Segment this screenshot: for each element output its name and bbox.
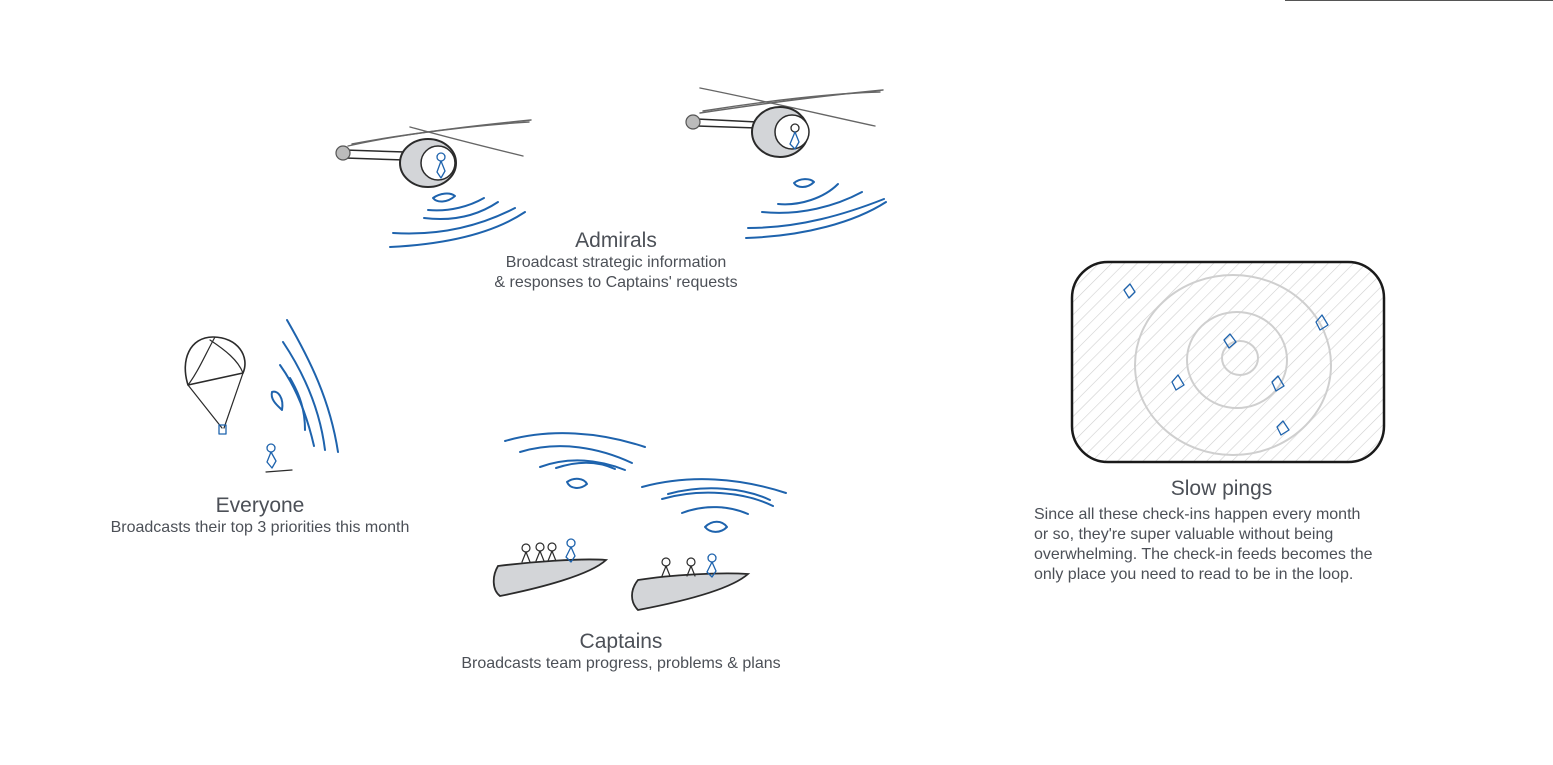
signal-waves-icon (504, 432, 646, 489)
radar-icon (1070, 260, 1386, 464)
boat-icon (631, 553, 751, 611)
slow-pings-description: Since all these check-ins happen every m… (1034, 505, 1424, 585)
admirals-title: Admirals (575, 229, 657, 252)
signal-waves-icon (745, 178, 887, 239)
person-icon (265, 443, 293, 473)
everyone-label-group: Everyone Broadcasts their top 3 prioriti… (90, 494, 430, 538)
admirals-description-line-1: Broadcast strategic information (505, 254, 727, 271)
admirals-label-group: Admirals Broadcast strategic information… (475, 229, 757, 293)
slow-pings-line-1: Since all these check-ins happen every m… (1034, 506, 1361, 523)
signal-waves-icon (641, 478, 787, 533)
top-edge-rule (1285, 0, 1553, 1)
captains-label-group: Captains Broadcasts team progress, probl… (450, 630, 792, 674)
parachute-icon (184, 336, 246, 435)
captains-description: Broadcasts team progress, problems & pla… (461, 655, 781, 672)
signal-waves-icon (270, 319, 339, 453)
helicopter-icon (685, 87, 884, 158)
slow-pings-line-4: only place you need to read to be in the… (1034, 566, 1354, 583)
everyone-description: Broadcasts their top 3 priorities this m… (110, 519, 410, 536)
boat-icon (492, 538, 609, 597)
captains-title: Captains (579, 630, 663, 653)
everyone-title: Everyone (215, 494, 305, 517)
helicopter-icon (335, 119, 532, 188)
signal-waves-icon (389, 192, 526, 248)
admirals-description-line-2: & responses to Captains' requests (494, 274, 738, 291)
slow-pings-title-group: Slow pings (1130, 477, 1313, 501)
slow-pings-line-2: or so, they're super valuable without be… (1034, 526, 1334, 543)
slow-pings-line-3: overwhelming. The check-in feeds becomes… (1034, 546, 1373, 563)
slow-pings-title: Slow pings (1170, 477, 1273, 500)
